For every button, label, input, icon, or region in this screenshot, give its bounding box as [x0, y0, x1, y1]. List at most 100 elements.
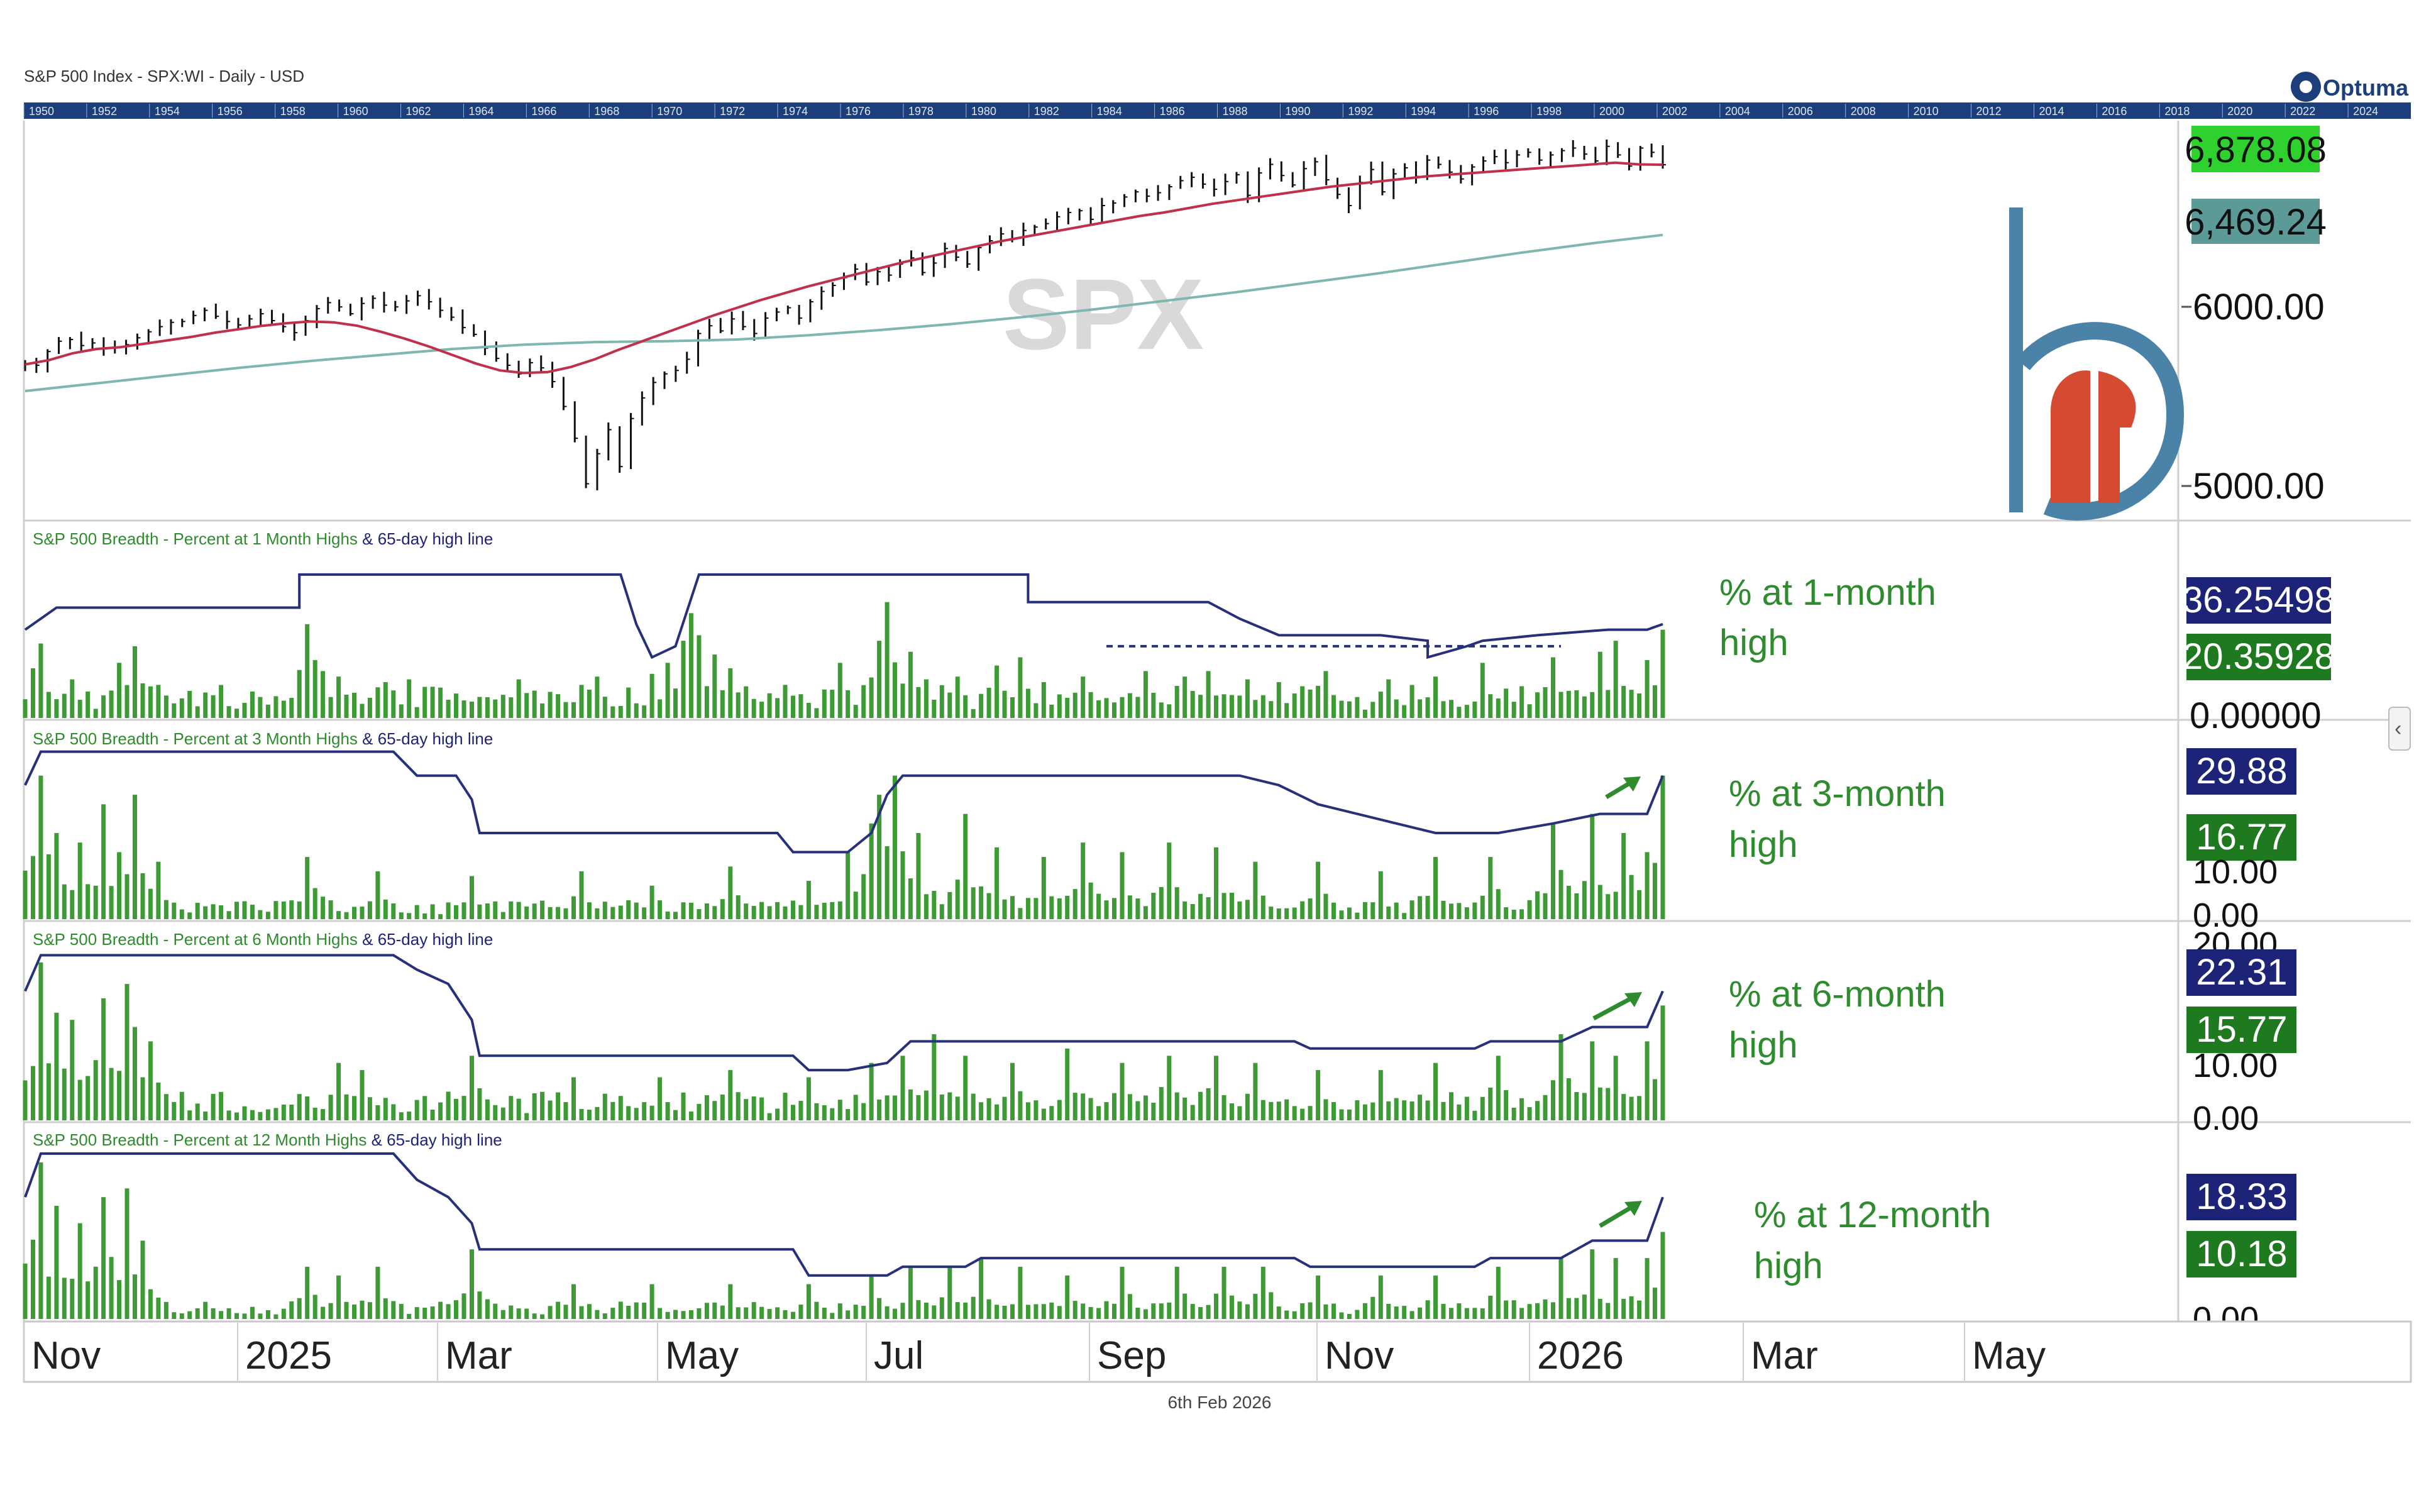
breadth12m-bar	[1260, 1266, 1265, 1319]
breadth1m-bar	[806, 703, 811, 718]
breadth6m-bar	[681, 1092, 686, 1120]
breadth3m-bar	[1049, 896, 1054, 919]
breadth6m-bar	[148, 1041, 153, 1120]
breadth6m-bar	[806, 1077, 811, 1120]
timeline-year-label: 2006	[1788, 105, 1813, 118]
breadth12m-bar	[1041, 1304, 1046, 1319]
breadth3m-bar	[77, 842, 82, 919]
breadth1m-bar	[587, 689, 592, 718]
breadth1m-bar	[352, 692, 356, 718]
breadth1m-bar	[704, 686, 709, 718]
breadth6m-bar	[1088, 1098, 1093, 1120]
breadth6m-bar	[1081, 1093, 1086, 1120]
breadth6m-bar	[211, 1093, 216, 1120]
breadth6m-bar	[744, 1099, 749, 1120]
breadth1m-bar	[414, 707, 419, 718]
breadth1m-axis-tick: 0.00000	[2190, 695, 2322, 736]
breadth1m-bar	[46, 692, 51, 718]
breadth6m-bar	[556, 1092, 561, 1120]
breadth12m-bar	[1653, 1288, 1657, 1319]
breadth3m-bar	[500, 912, 505, 919]
breadth1m-bar	[681, 641, 686, 718]
breadth1m-bar	[461, 700, 466, 718]
breadth12m-bar	[124, 1188, 130, 1319]
breadth6m-bar	[939, 1094, 944, 1120]
breadth1m-bar	[1496, 698, 1501, 718]
breadth3m-bar	[493, 901, 498, 919]
breadth1m-bar	[697, 635, 702, 718]
breadth1m-bar	[407, 679, 412, 718]
breadth1m-bar	[305, 624, 310, 718]
breadth3m-bar	[720, 899, 725, 919]
breadth-panels: S&P 500 Breadth - Percent at 1 Month Hig…	[23, 529, 1991, 1319]
breadth3m-bar	[281, 902, 286, 919]
breadth1m-bar	[1151, 692, 1156, 718]
breadth3m-bar	[814, 905, 819, 919]
breadth3m-bar	[70, 890, 75, 919]
breadth6m-bar	[587, 1110, 592, 1120]
timeline-overview-strip[interactable]: 1950 1952 1954 1956 1958 1960 1962 1964 1966 1968…	[23, 102, 2411, 119]
breadth3m-bar	[963, 814, 968, 919]
breadth6m-bar	[407, 1112, 412, 1120]
breadth6m-bar	[830, 1108, 835, 1120]
breadth3m-bar	[783, 906, 788, 919]
breadth12m-bar	[916, 1300, 921, 1319]
breadth12m-bar	[1441, 1303, 1446, 1319]
breadth6m-bar	[1574, 1092, 1579, 1120]
breadth12m-bar	[156, 1298, 161, 1319]
breadth1m-bar	[540, 703, 545, 718]
breadth6m-bar	[893, 1095, 897, 1120]
breadth3m-bar	[321, 897, 326, 919]
breadth1m-bar	[720, 690, 725, 718]
breadth3m-bar	[54, 833, 59, 919]
breadth6m-bar	[1378, 1070, 1383, 1120]
breadth3m-bar	[1167, 842, 1172, 919]
breadth1m-bar	[775, 698, 780, 718]
breadth12m-bar	[446, 1304, 451, 1319]
breadth1m-bar	[610, 706, 615, 718]
breadth12m-bar	[163, 1301, 168, 1319]
breadth1m-bar	[1613, 641, 1618, 718]
breadth12m-bar	[1253, 1293, 1258, 1319]
breadth12m-bar	[649, 1284, 654, 1319]
breadth6m-bar	[1198, 1091, 1203, 1120]
breadth1m-bar-value: 20.35928	[2183, 636, 2335, 677]
breadth3m-bar	[273, 901, 278, 919]
breadth1m-bar	[23, 699, 28, 718]
breadth6m-bar	[399, 1112, 404, 1120]
breadth3m-bar	[1355, 912, 1360, 919]
breadth3m-bar	[1104, 900, 1109, 919]
breadth6m-bar	[1143, 1095, 1148, 1120]
breadth1m-bar	[1543, 687, 1548, 718]
timeline-year-label: 1964	[468, 105, 493, 118]
breadth12m-bar	[1292, 1311, 1297, 1319]
breadth6m-bar	[1127, 1094, 1132, 1120]
breadth1m-bar	[1653, 685, 1657, 718]
breadth6m-bar	[312, 1108, 317, 1120]
breadth3m-axis-tick-10: 10.00	[2193, 853, 2278, 891]
x-axis-label: Mar	[445, 1334, 512, 1377]
breadth1m-bar	[1025, 688, 1030, 718]
breadth1m-bar	[1041, 682, 1046, 718]
breadth12m-bars	[23, 1162, 1665, 1319]
breadth6m-bar	[1112, 1093, 1116, 1120]
breadth1m-bar	[1418, 699, 1423, 718]
breadth1m-bar	[1135, 697, 1140, 718]
breadth1m-bar	[148, 686, 153, 718]
breadth12m-bar	[321, 1306, 326, 1319]
breadth3m-bar	[602, 902, 607, 919]
breadth1m-bar	[1143, 671, 1148, 718]
breadth1m-bar	[916, 687, 921, 718]
panel-collapse-tab[interactable]	[2388, 707, 2411, 751]
breadth1m-line-value: 36.25498	[2183, 580, 2335, 621]
breadth1m-bar	[947, 692, 952, 718]
breadth1m-bars	[23, 602, 1665, 718]
breadth6m-bar	[1347, 1109, 1352, 1120]
breadth1m-bar	[477, 697, 482, 718]
breadth12m-title-main: S&P 500 Breadth - Percent at 12 Month Hi…	[33, 1130, 367, 1149]
breadth6m-bar	[1135, 1101, 1140, 1120]
breadth1m-bar	[846, 690, 851, 718]
breadth3m-bar	[822, 902, 827, 919]
breadth3m-bar	[1174, 887, 1179, 919]
breadth3m-bar	[775, 902, 780, 919]
